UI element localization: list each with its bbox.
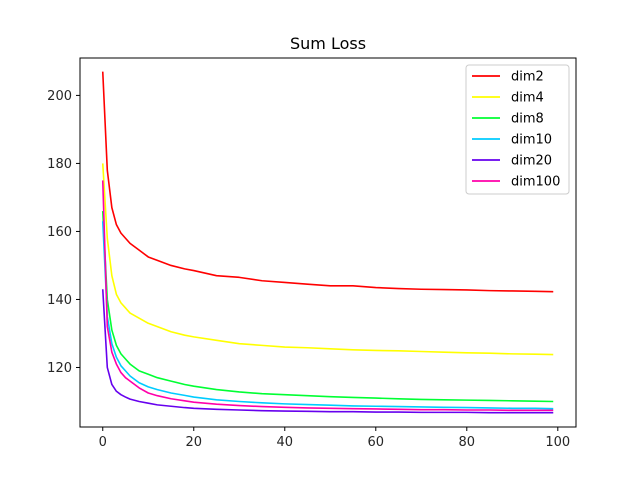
series-line-dim10 [101, 221, 554, 410]
legend-label-dim2: dim2 [511, 70, 544, 85]
x-axis: 0 20 40 60 80 100 [99, 427, 570, 450]
y-tick-label: 180 [47, 157, 72, 172]
legend-label-dim20: dim20 [511, 154, 552, 169]
y-tick-label: 120 [47, 361, 72, 376]
x-tick-label: 80 [459, 435, 476, 450]
y-axis: 120 140 160 180 200 [47, 89, 80, 376]
plot-frame [79, 57, 577, 428]
legend-label-dim8: dim8 [511, 112, 544, 127]
legend-label-dim10: dim10 [511, 133, 552, 148]
series-line-dim4 [101, 163, 554, 356]
series-line-dim20 [101, 289, 554, 414]
y-tick-label: 160 [47, 225, 72, 240]
x-tick-label: 20 [185, 435, 202, 450]
x-tick-label: 100 [545, 435, 570, 450]
x-tick-label: 40 [276, 435, 293, 450]
legend-label-dim100: dim100 [511, 175, 560, 190]
series-line-dim2 [101, 71, 554, 293]
x-tick-label: 60 [368, 435, 385, 450]
y-tick-label: 140 [47, 293, 72, 308]
chart-title: Sum Loss [290, 34, 366, 53]
legend-label-dim4: dim4 [511, 91, 544, 106]
legend: dim2 dim4 dim8 dim10 dim20 dim100 [465, 64, 570, 195]
series-line-dim100 [101, 180, 554, 412]
series-line-dim8 [101, 210, 554, 403]
x-tick-label: 0 [99, 435, 107, 450]
y-tick-label: 200 [47, 89, 72, 104]
series-layer [101, 71, 554, 414]
